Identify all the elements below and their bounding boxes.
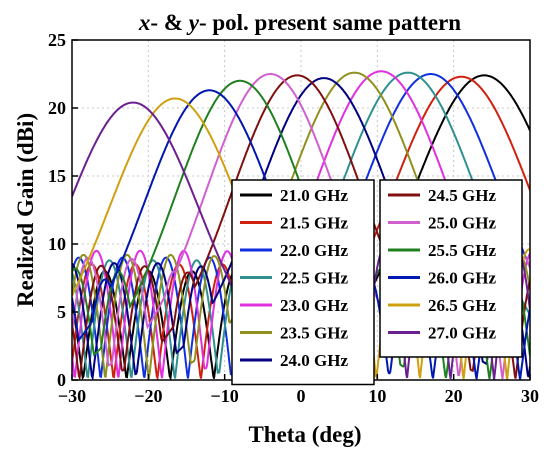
x-axis-label: Theta (deg) bbox=[248, 422, 361, 447]
legend-label: 23.5 GHz bbox=[280, 324, 348, 343]
y-tick-label: 20 bbox=[48, 98, 66, 118]
legend-label: 21.5 GHz bbox=[280, 214, 348, 233]
y-tick-label: 25 bbox=[48, 30, 66, 50]
legend-box bbox=[231, 179, 375, 386]
legend-label: 25.5 GHz bbox=[428, 241, 496, 260]
legend-label: 24.0 GHz bbox=[280, 351, 348, 370]
legend-label: 26.5 GHz bbox=[428, 296, 496, 315]
x-tick-label: −30 bbox=[58, 386, 86, 406]
legend-label: 26.0 GHz bbox=[428, 269, 496, 288]
x-tick-label: 20 bbox=[445, 386, 463, 406]
x-tick-label: 30 bbox=[521, 386, 539, 406]
legend-label: 25.0 GHz bbox=[428, 214, 496, 233]
axis-ticks: −30 −20 −10 0 10 20 30 0 5 10 15 20 25 bbox=[48, 30, 539, 406]
x-tick-label: −20 bbox=[134, 386, 162, 406]
legend-box bbox=[379, 179, 523, 358]
legend-label: 21.0 GHz bbox=[280, 186, 348, 205]
y-tick-label: 5 bbox=[57, 302, 66, 322]
x-tick-label: 10 bbox=[368, 386, 386, 406]
y-axis-label: Realized Gain (dBi) bbox=[13, 113, 38, 307]
legend-label: 27.0 GHz bbox=[428, 324, 496, 343]
legend-label: 22.5 GHz bbox=[280, 269, 348, 288]
x-tick-label: −10 bbox=[211, 386, 239, 406]
y-tick-label: 0 bbox=[57, 370, 66, 390]
title-x-italic: x bbox=[138, 10, 151, 35]
y-tick-label: 10 bbox=[48, 234, 66, 254]
x-tick-label: 0 bbox=[297, 386, 306, 406]
title-mid: - & bbox=[150, 10, 188, 35]
legend-label: 24.5 GHz bbox=[428, 186, 496, 205]
title-rest: - pol. present same pattern bbox=[199, 10, 461, 35]
title-y-italic: y bbox=[186, 10, 200, 35]
y-tick-label: 15 bbox=[48, 166, 66, 186]
chart-title: x- & y- pol. present same pattern bbox=[138, 10, 461, 35]
legend-label: 23.0 GHz bbox=[280, 296, 348, 315]
legend: 21.0 GHz 21.5 GHz 22.0 GHz 22.5 GHz 23.0 GHz… bbox=[231, 179, 523, 386]
legend-label: 22.0 GHz bbox=[280, 241, 348, 260]
